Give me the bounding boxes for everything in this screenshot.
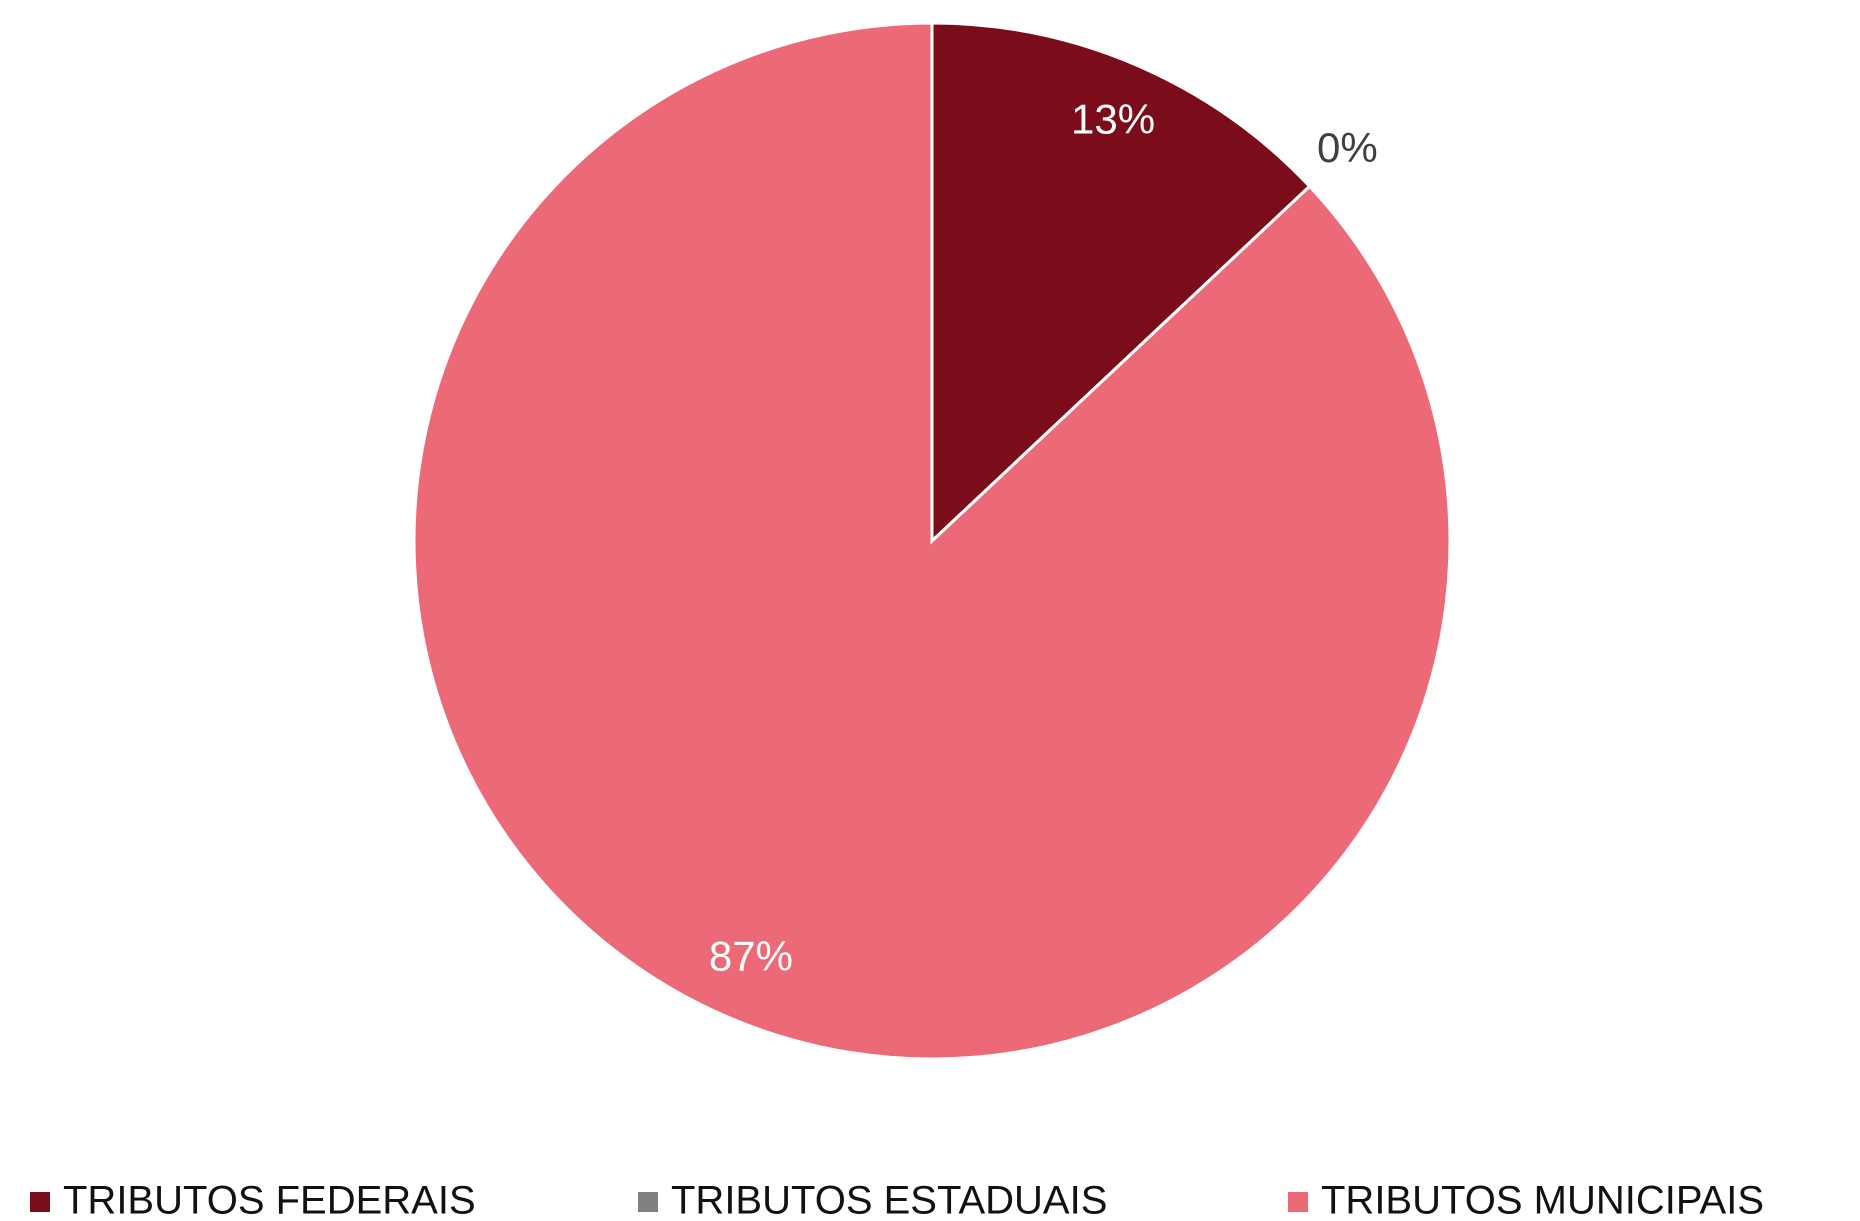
legend-label: TRIBUTOS ESTADUAIS — [671, 1179, 1107, 1221]
data-label: 87% — [709, 932, 793, 979]
legend-swatch — [638, 1192, 658, 1212]
legend-swatch — [30, 1192, 50, 1212]
legend-label: TRIBUTOS FEDERAIS — [63, 1179, 476, 1221]
pie-slice — [412, 21, 1452, 1061]
legend-swatch — [1288, 1192, 1308, 1212]
pie-slice — [930, 21, 1312, 545]
data-label: 13% — [1071, 96, 1155, 143]
data-label: 0% — [1317, 124, 1378, 171]
legend-label: TRIBUTOS MUNICIPAIS — [1321, 1179, 1764, 1221]
